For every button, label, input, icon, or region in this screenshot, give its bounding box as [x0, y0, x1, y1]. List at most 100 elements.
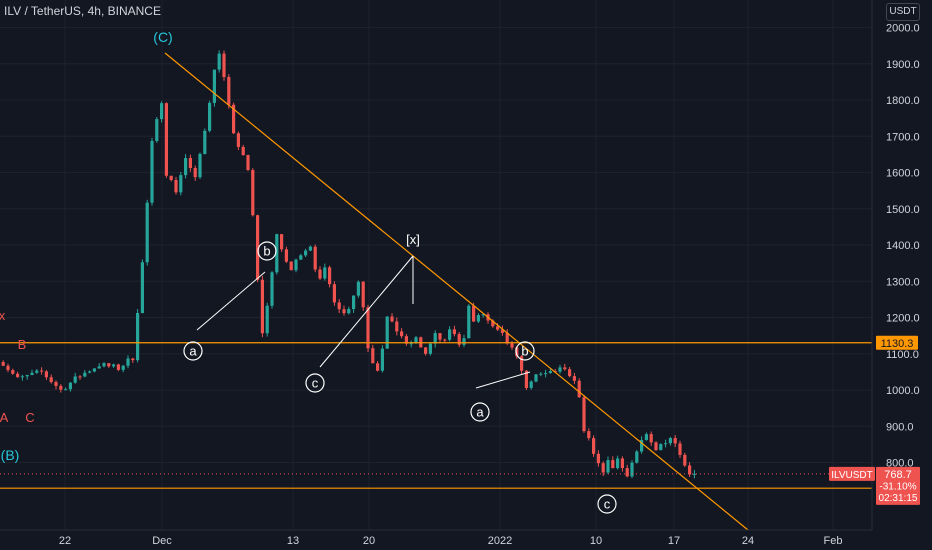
- candle: [659, 443, 663, 451]
- candle: [140, 259, 144, 314]
- candle: [592, 435, 596, 457]
- candle: [644, 432, 648, 441]
- wave-connector[interactable]: [475, 371, 531, 389]
- wave-label[interactable]: C: [25, 410, 34, 425]
- candle: [251, 168, 255, 217]
- candle: [121, 364, 125, 373]
- candle: [188, 154, 192, 172]
- candle: [35, 369, 39, 374]
- wave-label[interactable]: (C): [153, 29, 172, 45]
- candle: [284, 246, 288, 263]
- candle: [630, 460, 634, 479]
- svg-text:b: b: [263, 244, 270, 259]
- candle: [44, 370, 48, 380]
- candle: [620, 456, 624, 472]
- svg-text:a: a: [189, 344, 197, 359]
- candle: [6, 363, 10, 373]
- candle: [308, 245, 312, 252]
- candle: [11, 368, 15, 375]
- wave-label-circled[interactable]: a: [183, 341, 203, 361]
- candle: [68, 382, 72, 392]
- wave-label[interactable]: A: [0, 410, 9, 425]
- y-tick-label: 2000.0: [886, 23, 920, 35]
- candle: [337, 299, 341, 314]
- candle: [164, 102, 168, 178]
- candle: [294, 258, 298, 273]
- candle: [323, 263, 327, 281]
- candle: [380, 345, 384, 373]
- wave-connector[interactable]: [196, 271, 266, 331]
- candle: [635, 449, 639, 464]
- candle: [241, 144, 245, 156]
- candle: [289, 261, 293, 271]
- candle: [217, 50, 221, 73]
- candle: [160, 101, 164, 123]
- x-tick-label: 2022: [488, 535, 512, 547]
- candle: [169, 175, 173, 182]
- y-tick-label: 1500.0: [886, 204, 920, 216]
- y-tick-label: 1300.0: [886, 276, 920, 288]
- wave-labels: (C) a b c [x] a b c A B Cx (B): [0, 29, 617, 514]
- wave-label-circled[interactable]: a: [470, 402, 490, 422]
- price-axis[interactable]: 2000.0 1900.0 1800.0 1700.0 1600.0 1500.0 1400…: [871, 0, 932, 550]
- candle: [404, 333, 408, 346]
- candle: [548, 368, 552, 374]
- svg-text:ILVUSDT: ILVUSDT: [831, 470, 873, 481]
- y-tick-label: 1900.0: [886, 59, 920, 71]
- candle: [371, 344, 375, 364]
- candle: [222, 50, 226, 81]
- chart-title: ILV / TetherUS, 4h, BINANCE: [4, 4, 161, 18]
- candle: [328, 265, 332, 288]
- candle: [692, 469, 696, 479]
- candle: [25, 374, 29, 380]
- wave-label[interactable]: (B): [1, 447, 20, 463]
- candle: [390, 313, 394, 323]
- candle: [179, 171, 183, 196]
- candle: [558, 364, 562, 374]
- candle: [520, 355, 524, 375]
- candle: [332, 281, 336, 306]
- candle: [678, 440, 682, 458]
- candle: [1, 360, 5, 367]
- candle: [654, 441, 658, 451]
- candle: [150, 137, 154, 206]
- candle: [352, 295, 356, 313]
- currency-button[interactable]: USDT: [886, 3, 920, 21]
- wave-label-circled[interactable]: c: [597, 494, 617, 514]
- candle: [356, 280, 360, 298]
- candle: [385, 316, 389, 349]
- candle: [73, 372, 77, 384]
- candle: [568, 366, 572, 378]
- grid: [0, 0, 872, 530]
- candle: [212, 69, 216, 107]
- wave-label[interactable]: B: [18, 337, 27, 352]
- descending-trendline[interactable]: [164, 52, 749, 531]
- candle: [184, 154, 188, 179]
- time-axis[interactable]: 22 Dec 13 20 2022 10 17 24 Feb: [0, 529, 932, 550]
- candle: [232, 102, 236, 134]
- wave-label[interactable]: [x]: [406, 232, 420, 247]
- candle: [145, 199, 149, 266]
- y-tick-label: 1600.0: [886, 168, 920, 180]
- candle: [270, 271, 274, 309]
- wave-connector[interactable]: [319, 255, 414, 368]
- candle: [582, 394, 586, 433]
- svg-text:a: a: [476, 405, 484, 420]
- candle: [409, 340, 413, 348]
- wave-label-circled[interactable]: b: [515, 341, 535, 361]
- candle: [198, 152, 202, 180]
- candle: [601, 461, 605, 477]
- candle: [606, 456, 610, 475]
- svg-text:768.7: 768.7: [884, 469, 912, 481]
- wave-label-circled[interactable]: b: [257, 241, 277, 261]
- wave-label[interactable]: x: [0, 308, 6, 323]
- candle: [256, 214, 260, 283]
- price-tags: 1130.3729.2ILVUSDT768.7-31.10%02:31:15: [829, 335, 920, 505]
- candle: [433, 330, 437, 348]
- wave-label-circled[interactable]: c: [305, 373, 325, 393]
- candle: [102, 362, 106, 368]
- candle: [59, 384, 63, 393]
- x-tick-label: 17: [668, 535, 680, 547]
- candle: [419, 336, 423, 348]
